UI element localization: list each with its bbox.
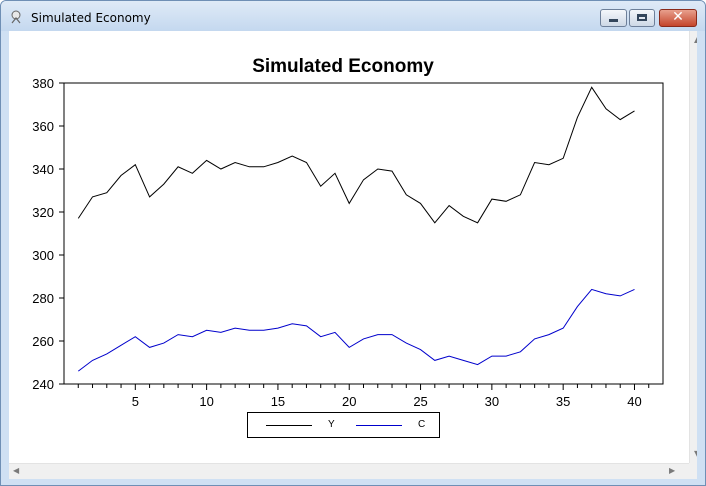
scroll-up-icon[interactable]: ▲ — [694, 36, 697, 44]
vertical-scrollbar[interactable]: ▲ ▼ — [689, 31, 697, 463]
chart-legend: Y C — [247, 412, 440, 438]
window-title: Simulated Economy — [31, 11, 151, 25]
legend-line-c — [356, 425, 402, 426]
y-tick-label: 360 — [32, 119, 54, 134]
chart-area: Simulated Economy 240 260 280 300 320 340 360 3… — [9, 31, 697, 479]
x-tick-label: 10 — [199, 394, 213, 409]
close-button[interactable]: ✕ — [659, 9, 697, 27]
x-tick-label: 25 — [413, 394, 427, 409]
scrollbar-corner — [689, 463, 697, 479]
line-chart: Simulated Economy 240 260 280 300 320 340 360 3… — [32, 56, 664, 409]
minimize-button[interactable] — [600, 9, 627, 27]
title-bar[interactable]: Simulated Economy ✕ — [1, 1, 705, 31]
y-tick-label: 300 — [32, 248, 54, 263]
scroll-down-icon[interactable]: ▼ — [694, 450, 697, 458]
series-line-y — [77, 86, 635, 224]
x-tick-label: 35 — [556, 394, 570, 409]
x-tick-label: 20 — [342, 394, 356, 409]
y-tick-label: 340 — [32, 162, 54, 177]
minimize-icon — [609, 19, 618, 22]
close-icon: ✕ — [672, 9, 684, 25]
scroll-right-icon[interactable]: ▶ — [669, 466, 676, 475]
legend-line-y — [266, 425, 312, 426]
horizontal-scrollbar[interactable]: ◀ ▶ — [9, 463, 689, 479]
y-tick-label: 240 — [32, 377, 54, 392]
chart-title: Simulated Economy — [252, 56, 434, 77]
maximize-icon — [637, 14, 647, 21]
maximize-button[interactable] — [629, 9, 655, 27]
legend-label-y: Y — [328, 419, 335, 430]
y-tick-label: 280 — [32, 291, 54, 306]
x-tick-label: 5 — [132, 394, 139, 409]
scroll-left-icon[interactable]: ◀ — [13, 466, 20, 475]
legend-label-c: C — [418, 419, 426, 430]
x-tick-label: 40 — [627, 394, 641, 409]
y-tick-label: 320 — [32, 205, 54, 220]
x-tick-label: 30 — [485, 394, 499, 409]
x-tick-label: 15 — [271, 394, 285, 409]
app-icon — [11, 10, 21, 24]
y-tick-label: 380 — [32, 76, 54, 91]
y-tick-label: 260 — [32, 334, 54, 349]
series-line-c — [77, 288, 635, 372]
